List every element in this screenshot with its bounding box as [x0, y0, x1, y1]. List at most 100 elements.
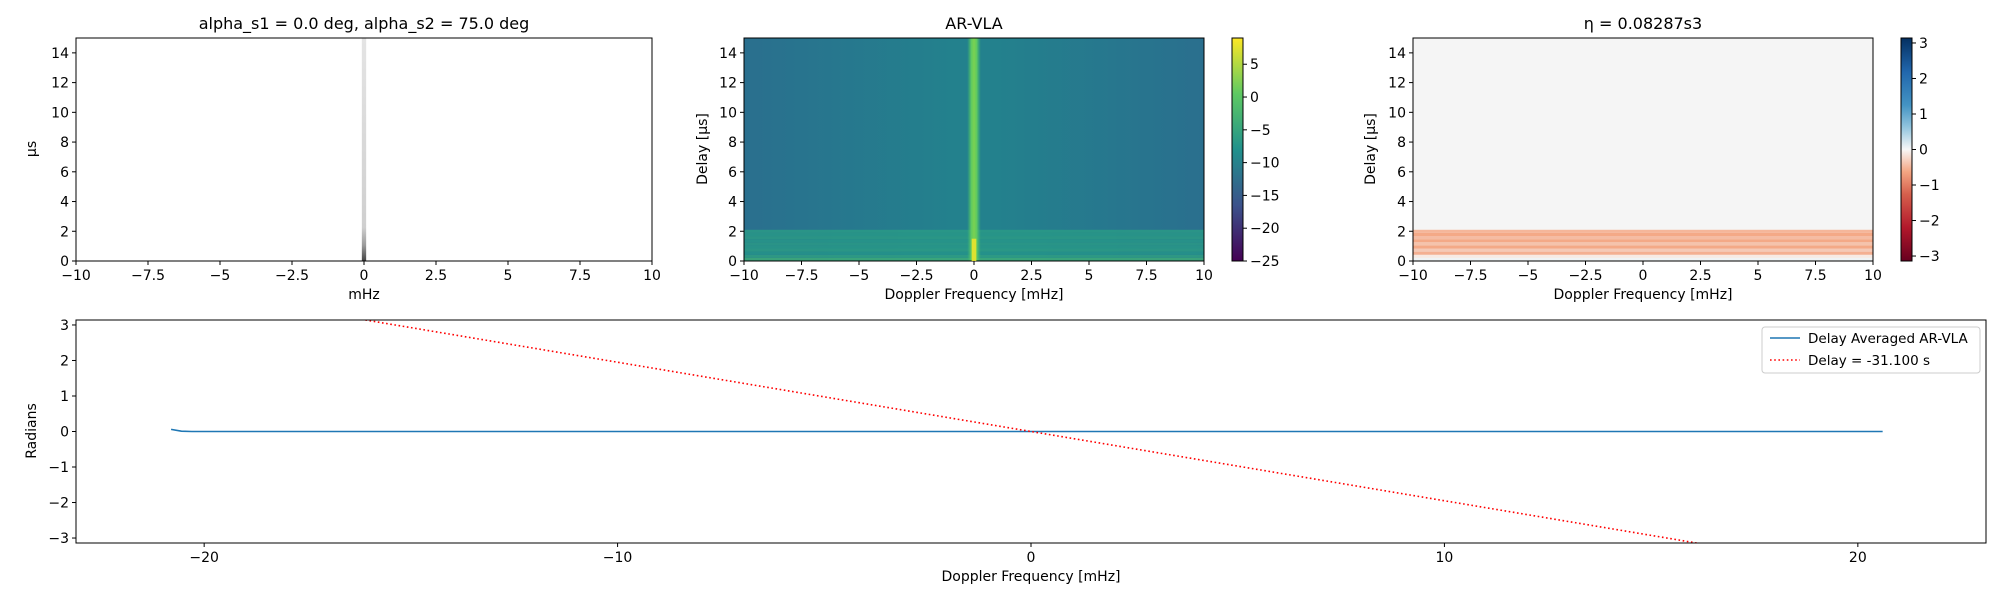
- p3-xtick-label: 10: [1864, 268, 1882, 284]
- p3-xtick-label: −10: [1398, 268, 1428, 284]
- doppler-band: [967, 38, 981, 261]
- p3-xtick-label: 2.5: [1689, 268, 1711, 284]
- p2-xtick-label: 5: [1085, 268, 1094, 284]
- p2-xtick-label: −7.5: [785, 268, 819, 284]
- p1-ytick-label: 0: [60, 254, 69, 270]
- x-axis-label: Doppler Frequency [mHz]: [884, 287, 1063, 303]
- panel-phase: η = 0.08287s3 −10 −7.5 −5 −2.5 0 2.5 5 7.5 10 02…: [1363, 14, 1940, 303]
- colorbar-tick-label: −15: [1250, 188, 1280, 204]
- delay-row: [1413, 229, 1873, 233]
- x-axis-label: Doppler Frequency [mHz]: [941, 569, 1120, 585]
- panel-ar-vla: AR-VLA −10 −7.5 −5 −2.5 0 2.5 5 7.5 10 0 2 4 6 8 10 12…: [695, 14, 1280, 303]
- panel-doppler-mhz: alpha_s1 = 0.0 deg, alpha_s2 = 75.0 deg …: [24, 14, 661, 303]
- x-ticks: −20 −10 0 10 20: [189, 543, 1867, 566]
- heatmap-background: [1413, 38, 1873, 261]
- delay-row: [1413, 257, 1873, 261]
- series-line-1: [170, 428, 1883, 433]
- colorbar-tick-label: 1: [1919, 107, 1928, 123]
- colorbar-tick-label: −10: [1250, 156, 1280, 172]
- p4-ytick-label: 0: [60, 425, 69, 441]
- p2-xtick-label: −10: [729, 268, 759, 284]
- plot-frame: [75, 319, 1987, 544]
- p1-xtick-label: 0: [360, 268, 369, 284]
- p1-xtick-label: −2.5: [275, 268, 309, 284]
- colorbar-tick-label: 0: [1250, 90, 1259, 106]
- p4-xtick-label: −10: [603, 550, 633, 566]
- colorbar-tick-label: 0: [1919, 143, 1928, 159]
- p4-ytick-label: 1: [60, 389, 69, 405]
- plot-frame: [1412, 37, 1874, 262]
- p3-xtick-label: 0: [1639, 268, 1648, 284]
- p3-xtick-label: −2.5: [1569, 268, 1603, 284]
- p2-ytick-label: 14: [719, 46, 737, 62]
- p1-ytick-label: 10: [51, 105, 69, 121]
- p1-ytick-label: 6: [60, 165, 69, 181]
- series-lines: [170, 320, 1883, 543]
- p2-ytick-label: 10: [719, 105, 737, 121]
- p3-xtick-label: 5: [1754, 268, 1763, 284]
- p1-ytick-label: 2: [60, 224, 69, 240]
- p2-ytick-label: 4: [728, 195, 737, 211]
- p1-ytick-label: 14: [51, 46, 69, 62]
- p4-xtick-label: 20: [1849, 550, 1867, 566]
- legend: Delay Averaged AR-VLA Delay = -31.100 s: [1761, 326, 1981, 374]
- p2-xtick-label: −2.5: [900, 268, 934, 284]
- p4-ytick-label: −3: [48, 531, 69, 547]
- y-ticks: 0 2 4 6 8 10 12 14: [1388, 46, 1413, 270]
- p3-ytick-label: 10: [1388, 105, 1406, 121]
- p3-ytick-label: 14: [1388, 46, 1406, 62]
- colorbar-ticks: 3 2 1 0 −1 −2 −3: [1912, 36, 1940, 265]
- colorbar-tick-label: 5: [1250, 57, 1259, 73]
- delay-row: [1413, 254, 1873, 258]
- p3-xtick-label: 7.5: [1804, 268, 1826, 284]
- p3-ytick-label: 2: [1397, 224, 1406, 240]
- p3-ytick-label: 6: [1397, 165, 1406, 181]
- legend-label-series-2: Delay = -31.100 s: [1808, 353, 1930, 369]
- p2-xtick-label: 7.5: [1135, 268, 1157, 284]
- colorbar-ticks: 5 0 −5 −10 −15 −20 −25: [1243, 57, 1280, 270]
- p3-xtick-label: −7.5: [1454, 268, 1488, 284]
- p1-ytick-label: 8: [60, 135, 69, 151]
- delay-row: [1413, 242, 1873, 246]
- colorbar-tick-label: 3: [1919, 36, 1928, 52]
- p4-ytick-label: −1: [48, 460, 69, 476]
- colorbar-tick-label: −3: [1919, 249, 1940, 265]
- x-ticks: −10 −7.5 −5 −2.5 0 2.5 5 7.5 10: [1398, 261, 1882, 284]
- p4-ytick-label: −2: [48, 496, 69, 512]
- p4-xtick-label: −20: [189, 550, 219, 566]
- p2-ytick-label: 6: [728, 165, 737, 181]
- panel-2-title: AR-VLA: [945, 14, 1002, 33]
- p2-xtick-label: 0: [970, 268, 979, 284]
- delay-row: [1413, 239, 1873, 243]
- y-axis-label: Delay [μs]: [1363, 113, 1379, 185]
- p4-ytick-label: 3: [60, 318, 69, 334]
- y-ticks: 0 2 4 6 8 10 12 14: [719, 46, 744, 270]
- colorbar-tick-label: −20: [1250, 221, 1280, 237]
- panel-1-title: alpha_s1 = 0.0 deg, alpha_s2 = 75.0 deg: [199, 14, 530, 34]
- delay-row: [1413, 251, 1873, 255]
- p3-ytick-label: 4: [1397, 195, 1406, 211]
- p3-xtick-label: −5: [1518, 268, 1539, 284]
- p2-xtick-label: 10: [1195, 268, 1213, 284]
- p4-ytick-label: 2: [60, 353, 69, 369]
- colorbar: [1231, 37, 1244, 262]
- colorbar-tick-label: −5: [1250, 123, 1271, 139]
- plot-frame: [75, 37, 653, 262]
- x-axis-label: Doppler Frequency [mHz]: [1553, 287, 1732, 303]
- p1-xtick-label: −7.5: [131, 268, 165, 284]
- p2-ytick-label: 2: [728, 224, 737, 240]
- y-ticks: 0 2 4 6 8 10 12 14: [51, 46, 76, 270]
- p1-ytick-label: 12: [51, 76, 69, 92]
- delay-row: [1413, 245, 1873, 249]
- x-ticks: −10 −7.5 −5 −2.5 0 2.5 5 7.5 10: [729, 261, 1213, 284]
- delay-band: [361, 38, 367, 261]
- p4-xtick-label: 0: [1027, 550, 1036, 566]
- p1-xtick-label: −10: [61, 268, 91, 284]
- legend-box: [1761, 326, 1981, 374]
- p3-ytick-label: 8: [1397, 135, 1406, 151]
- delay-rows: [1413, 229, 1873, 261]
- p3-ytick-label: 0: [1397, 254, 1406, 270]
- p1-ytick-label: 4: [60, 195, 69, 211]
